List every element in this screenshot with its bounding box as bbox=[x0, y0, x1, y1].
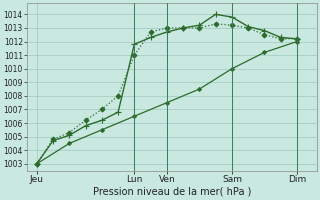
X-axis label: Pression niveau de la mer( hPa ): Pression niveau de la mer( hPa ) bbox=[92, 187, 251, 197]
